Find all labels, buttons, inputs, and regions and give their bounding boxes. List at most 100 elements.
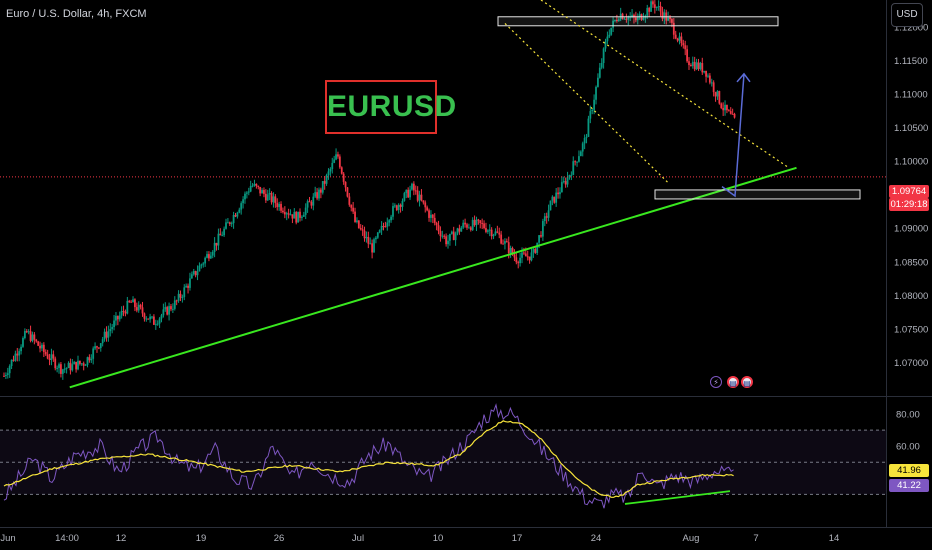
candle-body[interactable]: [168, 306, 170, 315]
candle-body[interactable]: [170, 306, 172, 310]
candle-body[interactable]: [99, 343, 102, 349]
candle-body[interactable]: [249, 186, 252, 192]
candle-body[interactable]: [697, 62, 700, 69]
candle-body[interactable]: [149, 316, 152, 320]
candle-body[interactable]: [477, 219, 480, 221]
candle-body[interactable]: [617, 19, 620, 21]
candle-body[interactable]: [33, 334, 36, 340]
candle-body[interactable]: [507, 242, 510, 254]
candle-body[interactable]: [519, 257, 522, 264]
candle-body[interactable]: [543, 216, 546, 222]
candle-body[interactable]: [726, 104, 728, 111]
candle-body[interactable]: [135, 307, 138, 311]
candle-body[interactable]: [287, 213, 290, 215]
candle-body[interactable]: [414, 190, 417, 192]
candle-body[interactable]: [139, 304, 142, 308]
candle-body[interactable]: [37, 341, 40, 346]
candle-body[interactable]: [424, 202, 427, 208]
candle-body[interactable]: [192, 271, 195, 275]
candle-body[interactable]: [570, 174, 573, 176]
rsi-line[interactable]: [3, 403, 734, 509]
us-flag-icon[interactable]: ▤: [741, 376, 753, 388]
candle-body[interactable]: [173, 300, 176, 309]
candle-body[interactable]: [583, 137, 586, 144]
candle-body[interactable]: [65, 367, 68, 369]
candle-body[interactable]: [359, 228, 362, 230]
candle-body[interactable]: [202, 263, 205, 265]
candle-body[interactable]: [420, 194, 423, 201]
candle-body[interactable]: [657, 6, 660, 8]
candle-body[interactable]: [532, 248, 535, 253]
candle-body[interactable]: [314, 192, 317, 197]
candle-body[interactable]: [357, 220, 360, 229]
candle-body[interactable]: [388, 220, 391, 223]
candle-body[interactable]: [92, 348, 95, 359]
candle-body[interactable]: [602, 48, 605, 64]
candle-body[interactable]: [373, 239, 375, 253]
candle-body[interactable]: [486, 230, 489, 232]
candle-body[interactable]: [71, 364, 74, 371]
candle-body[interactable]: [120, 310, 123, 316]
candle-body[interactable]: [61, 369, 64, 374]
candle-body[interactable]: [615, 19, 618, 21]
candle-body[interactable]: [386, 222, 389, 227]
candle-body[interactable]: [96, 346, 98, 348]
candle-body[interactable]: [724, 104, 726, 111]
support-zone[interactable]: [654, 189, 861, 200]
candle-body[interactable]: [625, 18, 628, 20]
candle-body[interactable]: [223, 228, 226, 236]
candle-body[interactable]: [153, 316, 155, 325]
candle-body[interactable]: [263, 190, 265, 194]
candle-body[interactable]: [541, 221, 544, 237]
candle-body[interactable]: [399, 204, 402, 207]
candle-body[interactable]: [337, 154, 339, 157]
candle-body[interactable]: [244, 193, 246, 200]
candle-body[interactable]: [633, 14, 635, 18]
candle-body[interactable]: [128, 300, 131, 302]
candle-body[interactable]: [12, 359, 15, 361]
candle-body[interactable]: [513, 254, 516, 258]
candle-body[interactable]: [190, 274, 193, 279]
candle-body[interactable]: [60, 364, 62, 374]
candle-body[interactable]: [6, 373, 9, 376]
candle-body[interactable]: [456, 228, 459, 234]
candle-body[interactable]: [274, 196, 277, 204]
candle-body[interactable]: [672, 22, 675, 35]
candle-body[interactable]: [397, 204, 400, 211]
candle-body[interactable]: [54, 358, 57, 369]
candle-body[interactable]: [196, 271, 199, 276]
candle-body[interactable]: [82, 363, 85, 366]
candle-body[interactable]: [183, 287, 186, 297]
candle-body[interactable]: [589, 111, 592, 119]
candle-body[interactable]: [213, 242, 216, 252]
candle-body[interactable]: [58, 364, 60, 368]
candle-body[interactable]: [276, 203, 279, 208]
candle-body[interactable]: [714, 92, 717, 97]
projection-arrow[interactable]: [721, 73, 745, 198]
candle-body[interactable]: [363, 230, 366, 239]
candle-body[interactable]: [653, 4, 656, 8]
candle-body[interactable]: [329, 168, 332, 172]
candle-body[interactable]: [689, 65, 692, 67]
candle-body[interactable]: [245, 192, 248, 194]
candle-body[interactable]: [471, 219, 474, 230]
candle-body[interactable]: [101, 339, 104, 344]
candle-body[interactable]: [179, 293, 182, 298]
candle-body[interactable]: [517, 262, 520, 264]
candle-body[interactable]: [631, 14, 633, 17]
candle-body[interactable]: [130, 301, 133, 303]
candle-body[interactable]: [540, 235, 542, 237]
candle-body[interactable]: [137, 304, 140, 311]
candle-body[interactable]: [27, 331, 30, 333]
candle-body[interactable]: [126, 300, 129, 314]
candle-body[interactable]: [105, 331, 108, 338]
symbol-title[interactable]: Euro / U.S. Dollar, 4h, FXCM: [6, 8, 147, 20]
candle-body[interactable]: [490, 229, 493, 237]
candle-body[interactable]: [177, 293, 180, 301]
candle-body[interactable]: [496, 231, 499, 233]
candle-body[interactable]: [270, 192, 273, 203]
candle-body[interactable]: [642, 18, 645, 20]
candle-body[interactable]: [371, 243, 374, 253]
candle-body[interactable]: [587, 118, 590, 137]
